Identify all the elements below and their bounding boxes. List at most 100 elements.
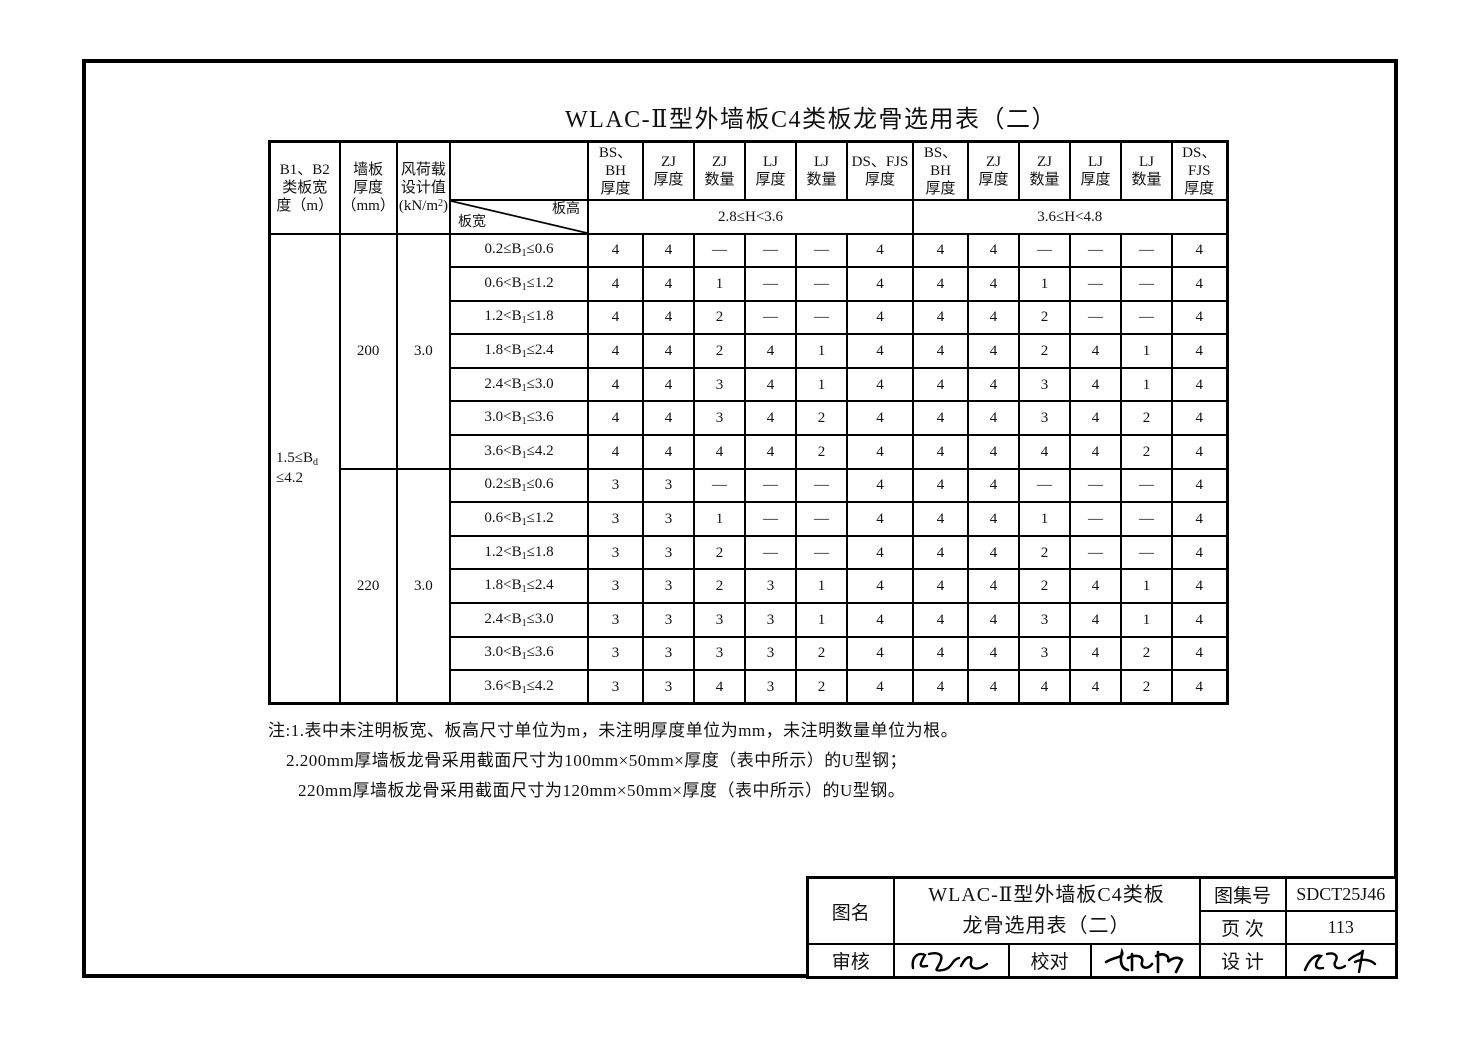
value-cell: 4 [1171, 568, 1229, 605]
value-cell: 1 [693, 266, 747, 302]
value-cell: 4 [912, 602, 970, 638]
value-cell: 2 [795, 635, 849, 672]
value-cell: 3 [693, 602, 747, 638]
col-header-group1-5: DS、FJS 厚度 [846, 140, 915, 201]
value-cell: — [693, 467, 747, 504]
value-cell: 4 [587, 434, 645, 470]
value-cell: 1 [1018, 266, 1072, 302]
value-cell: 4 [642, 434, 696, 470]
value-cell: 3 [587, 602, 645, 638]
value-cell: 3 [642, 602, 696, 638]
value-cell: 3 [587, 669, 645, 705]
value-cell: — [795, 232, 849, 269]
audit-signature-icon [911, 951, 989, 972]
value-cell: 4 [846, 669, 915, 705]
value-cell: 4 [744, 434, 798, 470]
value-cell: 4 [967, 400, 1021, 437]
value-cell: — [1120, 501, 1174, 537]
note-line-2: 2.200mm厚墙板龙骨采用截面尺寸为100mm×50mm×厚度（表中所示）的U… [286, 751, 908, 770]
value-cell: 4 [846, 501, 915, 537]
value-cell: 4 [1171, 669, 1229, 705]
value-cell: 4 [967, 333, 1021, 369]
value-cell: 4 [587, 232, 645, 269]
drawing-frame [82, 59, 1398, 978]
page-title: WLAC-Ⅱ型外墙板C4类板龙骨选用表（二） [565, 107, 1057, 133]
value-cell: 4 [912, 534, 970, 571]
value-cell: 4 [912, 635, 970, 672]
width-range-cell: 1.8<B1≤2.4 [449, 568, 590, 605]
value-cell: 4 [846, 232, 915, 269]
drawing-name-value: WLAC-Ⅱ型外墙板C4类板 龙骨选用表（二） [892, 876, 1201, 946]
diagonal-label-panel-width: 板宽 [458, 214, 487, 230]
height-range-1: 2.8≤H<3.6 [587, 198, 915, 235]
wind-load-value: 3.0 [395, 467, 452, 705]
drawing-name-line1: WLAC-Ⅱ型外墙板C4类板 [928, 884, 1165, 907]
note-line-1: 注:1.表中未注明板宽、板高尺寸单位为m，未注明厚度单位为mm，未注明数量单位为… [268, 721, 959, 740]
value-cell: 3 [1018, 400, 1072, 437]
value-cell: 2 [1018, 299, 1072, 336]
value-cell: — [744, 232, 798, 269]
value-cell: 4 [587, 299, 645, 336]
value-cell: 4 [967, 467, 1021, 504]
value-cell: 4 [912, 434, 970, 470]
value-cell: — [795, 501, 849, 537]
value-cell: — [1069, 467, 1123, 504]
width-range-cell: 3.6<B1≤4.2 [449, 669, 590, 705]
value-cell: 4 [1171, 534, 1229, 571]
value-cell: 3 [642, 501, 696, 537]
value-cell: 4 [1171, 602, 1229, 638]
col-header-wind-load: 风荷载 设计值 (kN/m2) [395, 140, 452, 235]
value-cell: 1 [1120, 333, 1174, 369]
value-cell: 3 [1018, 366, 1072, 403]
col-header-group1-1: ZJ 厚度 [642, 140, 696, 201]
col-header-group1-2: ZJ 数量 [693, 140, 747, 201]
value-cell: 2 [693, 534, 747, 571]
value-cell: 4 [1069, 434, 1123, 470]
value-cell: 3 [1018, 635, 1072, 672]
value-cell: 4 [912, 266, 970, 302]
value-cell: 4 [846, 366, 915, 403]
value-cell: 4 [846, 400, 915, 437]
value-cell: 4 [1171, 635, 1229, 672]
value-cell: 4 [912, 299, 970, 336]
value-cell: 4 [693, 669, 747, 705]
wind-load-value: 3.0 [395, 232, 452, 470]
value-cell: 4 [967, 366, 1021, 403]
value-cell: 3 [744, 635, 798, 672]
col-header-group1-3: LJ 厚度 [744, 140, 798, 201]
value-cell: 4 [846, 568, 915, 605]
value-cell: 3 [693, 400, 747, 437]
value-cell: 1 [1120, 602, 1174, 638]
width-range-cell: 0.6<B1≤1.2 [449, 501, 590, 537]
value-cell: 4 [1171, 232, 1229, 269]
value-cell: 4 [693, 434, 747, 470]
proofread-label: 校对 [1007, 943, 1092, 979]
value-cell: 4 [1171, 299, 1229, 336]
height-range-2: 3.6≤H<4.8 [912, 198, 1229, 235]
value-cell: 4 [912, 467, 970, 504]
value-cell: — [744, 266, 798, 302]
col-header-group2-2: ZJ 数量 [1018, 140, 1072, 201]
value-cell: 4 [642, 266, 696, 302]
value-cell: — [1069, 266, 1123, 302]
value-cell: 4 [1171, 467, 1229, 504]
value-cell: 4 [1171, 266, 1229, 302]
value-cell: 4 [912, 232, 970, 269]
value-cell: 4 [967, 534, 1021, 571]
value-cell: — [1120, 266, 1174, 302]
value-cell: 4 [1069, 366, 1123, 403]
value-cell: 4 [912, 568, 970, 605]
value-cell: 4 [642, 299, 696, 336]
value-cell: 4 [912, 366, 970, 403]
value-cell: 4 [1069, 333, 1123, 369]
width-range-cell: 0.6<B1≤1.2 [449, 266, 590, 302]
row-span-width-class: 1.5≤Bd ≤4.2 [268, 232, 341, 705]
value-cell: 1 [795, 602, 849, 638]
width-range-cell: 0.2≤B1≤0.6 [449, 232, 590, 269]
value-cell: 4 [967, 669, 1021, 705]
value-cell: 4 [846, 434, 915, 470]
value-cell: 2 [1120, 635, 1174, 672]
value-cell: 4 [587, 333, 645, 369]
value-cell: 2 [693, 299, 747, 336]
value-cell: 2 [693, 568, 747, 605]
